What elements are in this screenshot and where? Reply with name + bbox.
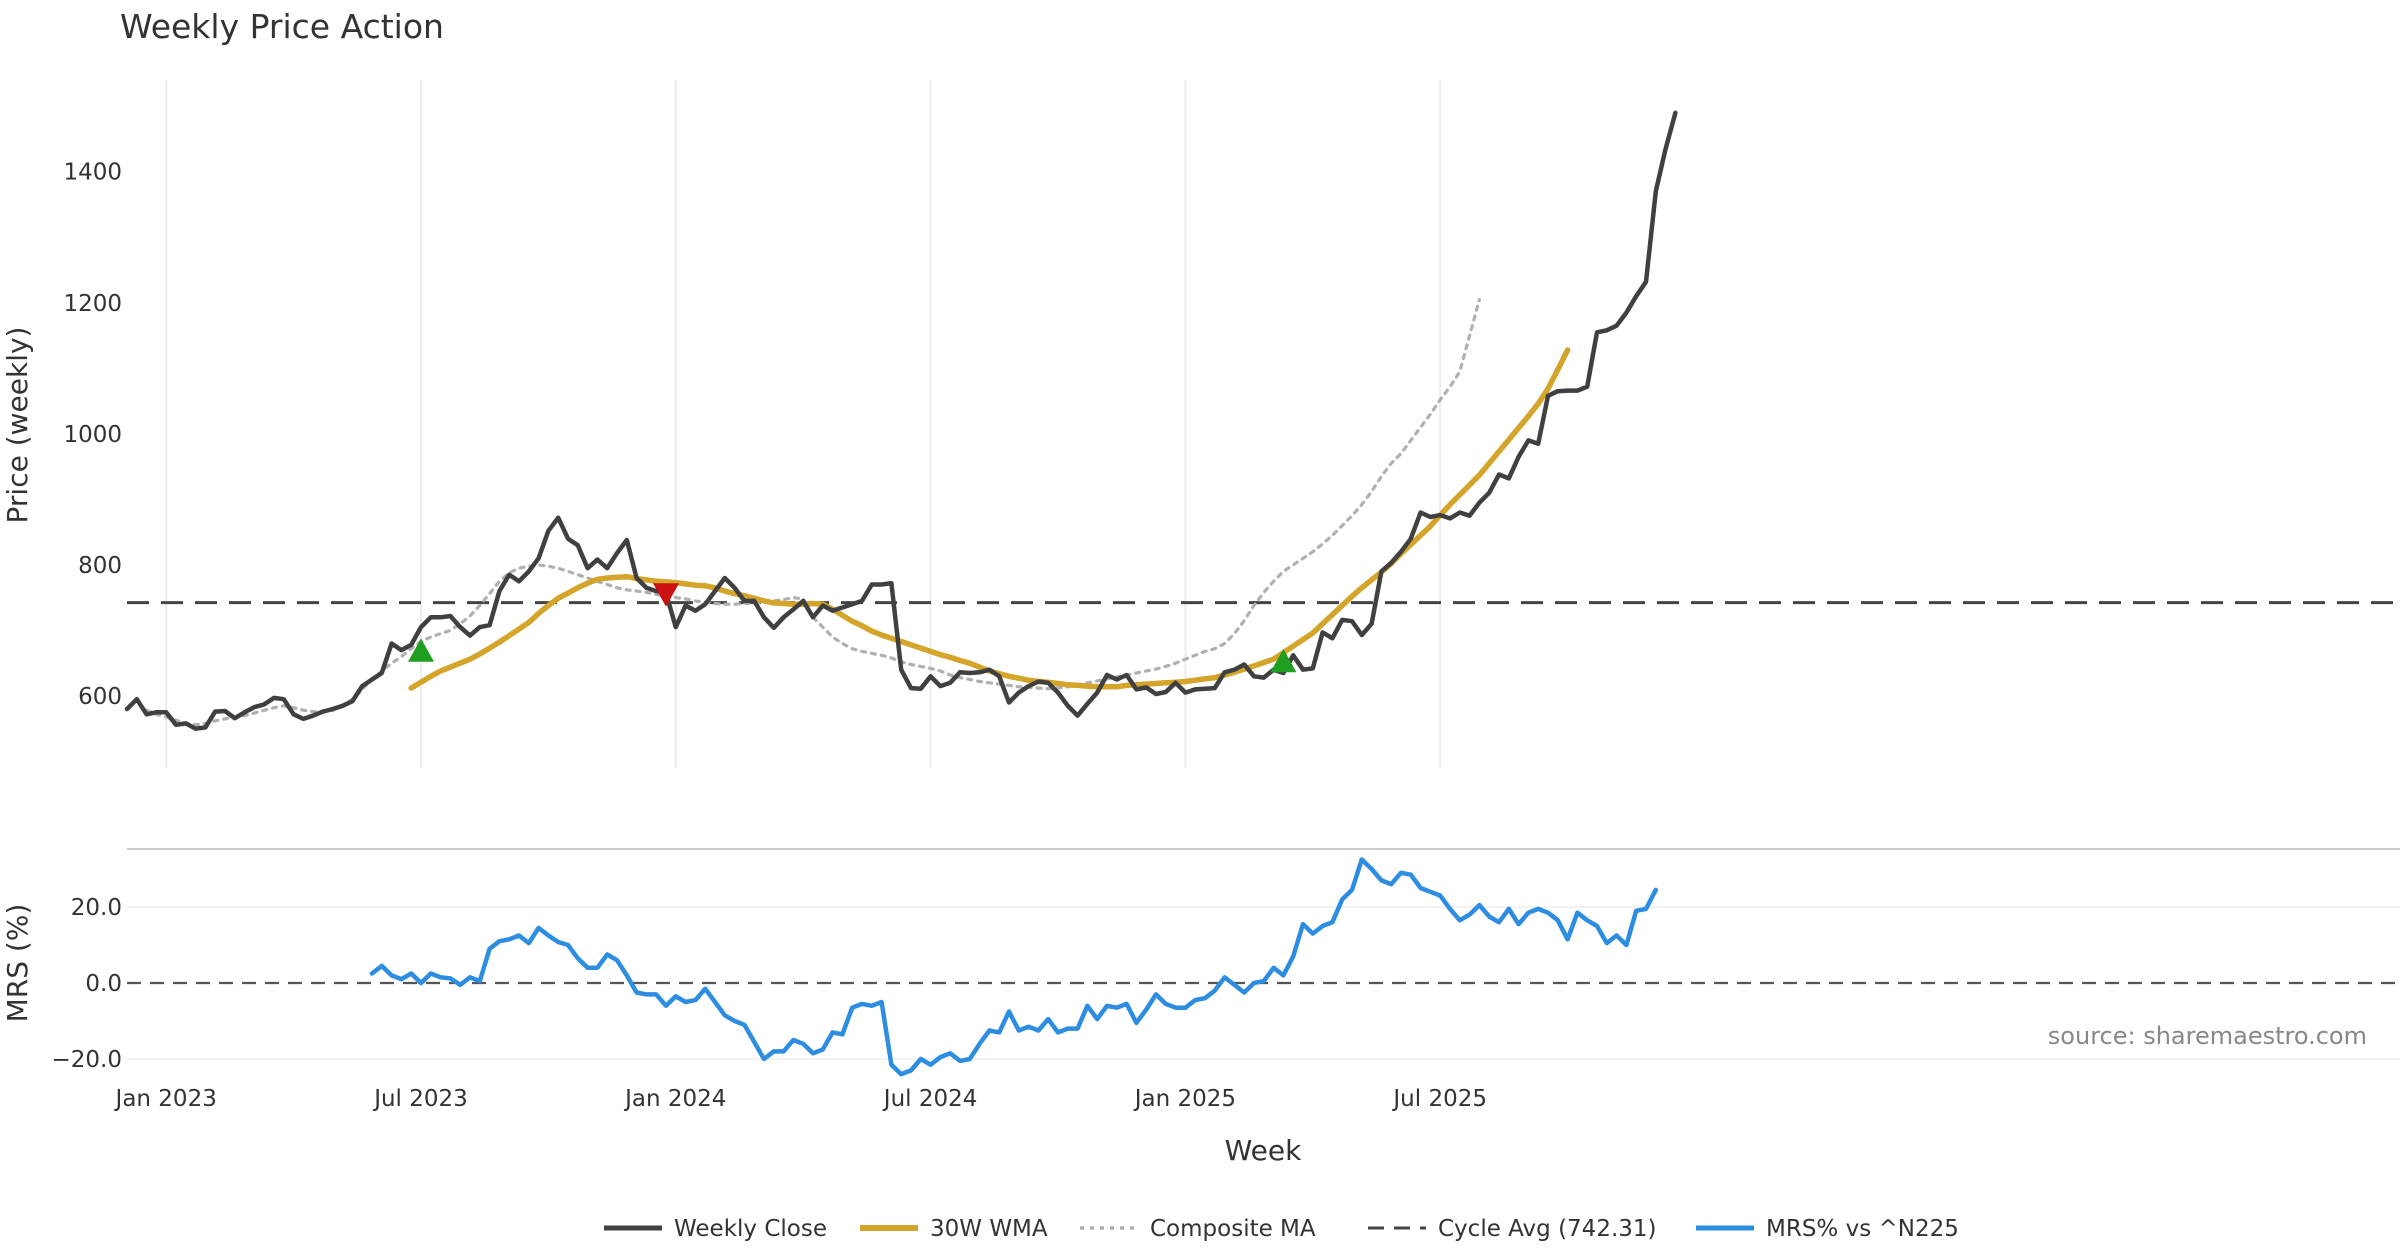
- x-tick-label: Jul 2024: [882, 1086, 978, 1112]
- legend-label-wma-30w: 30W WMA: [930, 1216, 1048, 1242]
- chart-title: Weekly Price Action: [120, 7, 444, 46]
- price-y-tick-label: 600: [78, 684, 122, 710]
- x-axis-title: Week: [1225, 1134, 1302, 1167]
- x-tick-label: Jan 2025: [1133, 1086, 1236, 1112]
- price-y-ticks: 600 800 1000 1200 1400: [63, 160, 122, 710]
- mrs-y-axis-title: MRS (%): [1, 904, 34, 1023]
- series-layer: [124, 110, 2400, 1077]
- legend-label-composite-ma: Composite MA: [1150, 1216, 1316, 1242]
- weekly-close-line: [124, 110, 1678, 731]
- wma-30w-line: [408, 347, 1571, 691]
- mrs-y-tick-label: 20.0: [71, 895, 122, 921]
- price-y-tick-label: 1400: [63, 160, 122, 186]
- price-y-axis-title: Price (weekly): [1, 327, 34, 524]
- legend-label-mrs: MRS% vs ^N225: [1766, 1216, 1959, 1242]
- x-tick-label: Jul 2025: [1391, 1086, 1487, 1112]
- x-tick-label: Jan 2024: [623, 1086, 726, 1112]
- legend-label-cycle-avg: Cycle Avg (742.31): [1438, 1216, 1657, 1242]
- x-ticks: Jan 2023 Jul 2023 Jan 2024 Jul 2024 Jan 2025…: [114, 1086, 1487, 1112]
- source-label: source: sharemaestro.com: [2048, 1022, 2367, 1050]
- buy-signal-marker: [1270, 648, 1297, 673]
- price-y-tick-label: 1200: [63, 291, 122, 317]
- legend: Weekly Close 30W WMA Composite MA Cycle Avg…: [604, 1216, 1959, 1242]
- mrs-line: [369, 857, 1659, 1077]
- price-y-tick-label: 1000: [63, 422, 122, 448]
- x-tick-label: Jan 2023: [114, 1086, 217, 1112]
- price-grid: [165, 80, 1442, 768]
- mrs-y-tick-label: 0.0: [85, 971, 122, 997]
- sell-signal-marker: [653, 583, 679, 607]
- signal-layer: [408, 583, 1297, 673]
- mrs-y-tick-label: −20.0: [52, 1047, 122, 1073]
- x-tick-label: Jul 2023: [372, 1086, 468, 1112]
- price-y-tick-label: 800: [78, 553, 122, 579]
- legend-label-weekly-close: Weekly Close: [674, 1216, 827, 1242]
- mrs-y-ticks: 20.0 0.0 −20.0: [52, 895, 122, 1073]
- buy-signal-marker: [408, 638, 434, 662]
